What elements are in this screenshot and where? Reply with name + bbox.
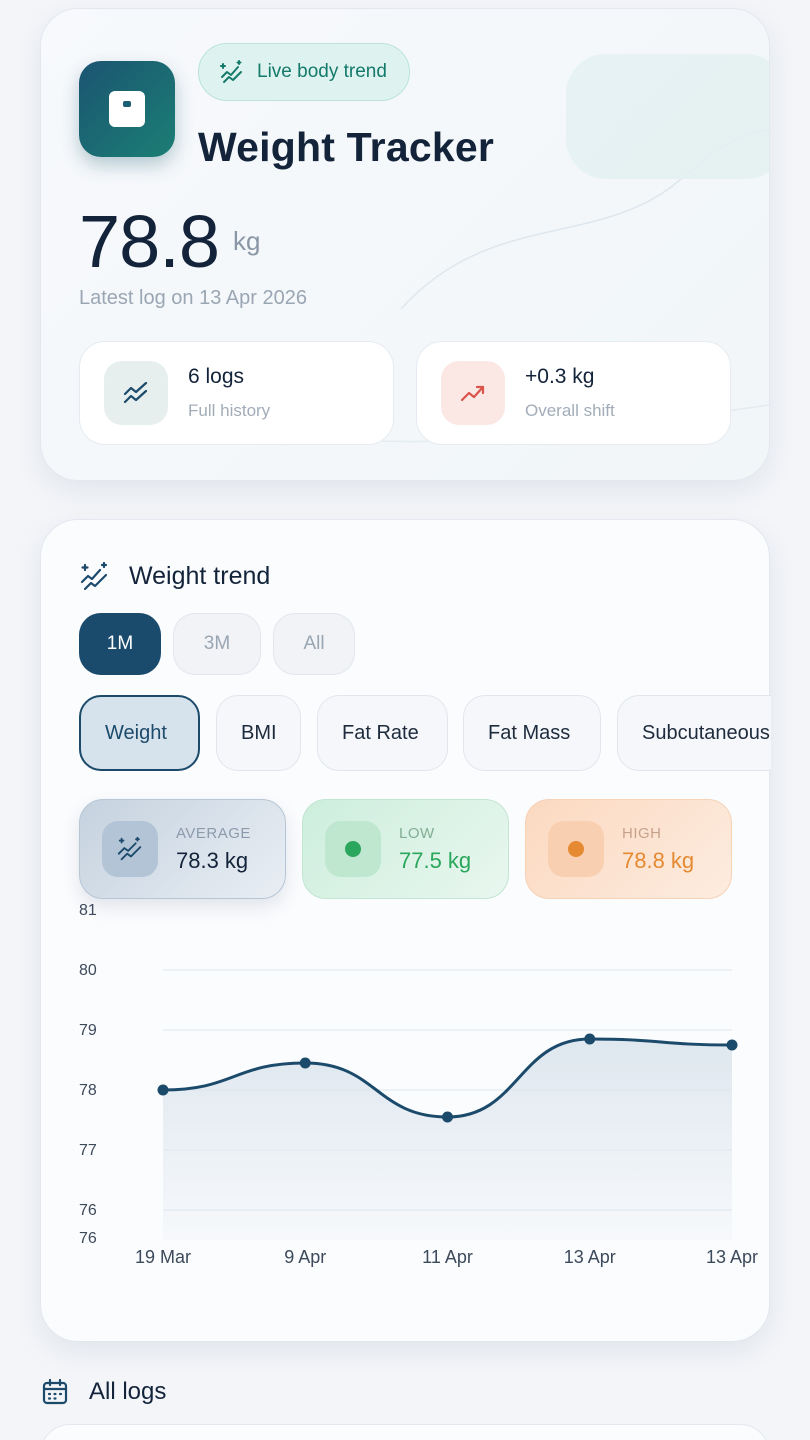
range-3m-button[interactable]: 3M [173,613,261,675]
metric-chip-row[interactable]: Weight BMI Fat Rate Fat Mass Subcutaneou… [79,695,771,775]
current-weight-value: 78.8 [79,200,220,283]
all-logs-title: All logs [89,1378,167,1405]
y-tick-label: 77 [79,1142,97,1159]
overall-shift-caption: Overall shift [525,401,615,420]
logs-count-value: 6 logs [188,365,245,388]
trend-lines-icon [104,361,168,425]
high-dot-icon [548,821,604,877]
current-weight-unit: kg [233,226,261,256]
high-summary-card: HIGH 78.8 kg [525,799,732,899]
live-trend-label: Live body trend [257,61,387,82]
low-dot-icon [325,821,381,877]
latest-log-date: Latest log on 13 Apr 2026 [79,287,307,309]
weight-point [299,1057,311,1069]
low-summary-card: LOW 77.5 kg [302,799,509,899]
x-tick-label: 19 Mar [135,1247,191,1267]
metric-chip-fat-rate[interactable]: Fat Rate [317,695,448,771]
page-title: Weight Tracker [198,124,494,170]
sparkle-trend-icon [102,821,158,877]
hero-blob [566,54,769,179]
metric-chip-weight[interactable]: Weight [79,695,200,771]
all-logs-header: All logs [41,1378,166,1406]
range-all-button[interactable]: All [273,613,355,675]
sparkle-trend-icon [220,60,242,83]
y-tick-label: 78 [79,1082,97,1099]
weight-trend-card: Weight trend 1M 3M All Weight BMI Fat Ra… [40,519,771,1342]
sparkle-trend-icon [80,561,108,591]
log-list-card [40,1424,770,1440]
high-value: 78.8 kg [622,847,695,873]
y-tick-label: 79 [79,1022,97,1039]
average-summary-card: AVERAGE 78.3 kg [79,799,286,899]
metric-chip-fat-mass[interactable]: Fat Mass [463,695,601,771]
average-label: AVERAGE [176,824,251,842]
overall-shift-stat[interactable]: +0.3 kg Overall shift [416,341,731,445]
hero-card: Live body trend Weight Tracker 78.8 kg L… [40,8,770,481]
weight-point [442,1111,453,1123]
weight-point [157,1084,169,1096]
metric-chip-bmi[interactable]: BMI [216,695,301,771]
weight-area-fill [163,1039,732,1240]
scale-app-icon [79,61,175,157]
calendar-icon [42,1378,68,1405]
live-trend-badge: Live body trend [198,43,410,101]
scale-icon [109,91,145,127]
high-label: HIGH [622,824,662,842]
logs-count-caption: Full history [188,401,271,420]
trend-up-icon [441,361,505,425]
y-tick-label: 76 [79,1202,97,1219]
y-tick-label: 80 [79,962,97,979]
low-label: LOW [399,824,435,842]
logs-count-stat[interactable]: 6 logs Full history [79,341,394,445]
weight-point [584,1033,596,1045]
range-1m-button[interactable]: 1M [79,613,161,675]
x-tick-label: 13 Apr [706,1247,758,1267]
x-tick-label: 13 Apr [564,1247,616,1267]
overall-shift-value: +0.3 kg [525,365,595,388]
y-tick-label: 81 [79,902,97,919]
trend-title: Weight trend [129,561,271,590]
y-tick-label: 76 [79,1230,97,1247]
trend-header: Weight trend [79,560,270,592]
metric-chip-subcutaneous-fat[interactable]: Subcutaneous Fat [617,695,771,771]
average-value: 78.3 kg [176,847,249,873]
x-tick-label: 11 Apr [422,1247,473,1267]
low-value: 77.5 kg [399,847,472,873]
x-tick-label: 9 Apr [284,1247,326,1267]
weight-trend-chart: 76 76 77 78 79 80 81 19 Mar 9 Apr 11 Apr 13 Apr 13 … [79,902,758,1267]
weight-point [726,1039,738,1051]
